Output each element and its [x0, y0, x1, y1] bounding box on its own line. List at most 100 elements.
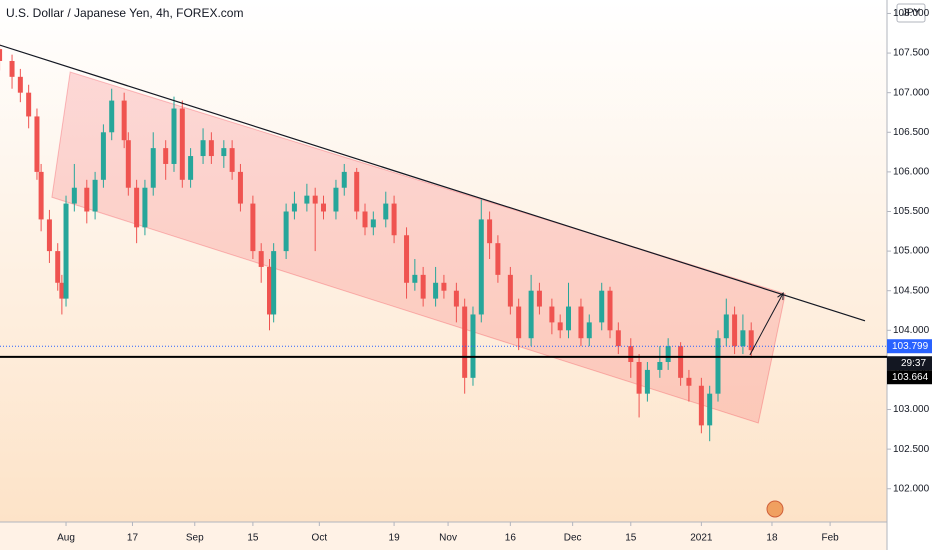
candle-body	[615, 330, 621, 347]
candle-body	[163, 148, 169, 164]
candle-body	[441, 282, 447, 291]
x-tick-label: 2021	[690, 533, 713, 544]
candle-body	[125, 140, 131, 188]
candle-body	[557, 322, 563, 331]
candle-body	[528, 290, 534, 339]
candle-body	[698, 385, 704, 426]
candle-body	[740, 330, 746, 347]
x-tick-label: Dec	[564, 533, 582, 544]
y-tick-label: 102.500	[893, 444, 930, 455]
currency-box[interactable]	[896, 3, 926, 23]
level-label: 103.664	[892, 372, 929, 383]
x-tick-label: 19	[389, 533, 401, 544]
candle-body	[470, 314, 476, 378]
x-tick-label: 15	[247, 533, 259, 544]
last-price-box	[887, 339, 932, 354]
candle-body	[404, 235, 410, 283]
candle-body	[34, 116, 40, 172]
candle-body	[200, 140, 206, 157]
x-tick-label: Nov	[439, 533, 457, 544]
candle-body	[536, 290, 542, 307]
y-tick-label: 105.000	[893, 246, 930, 257]
candle-body	[109, 100, 115, 133]
candle-body	[283, 211, 289, 252]
candle-body	[665, 346, 671, 362]
countdown-label: 29:37	[901, 358, 926, 369]
y-tick-label: 108.000	[893, 8, 930, 19]
candle-body	[391, 203, 397, 236]
candle-body	[715, 338, 721, 394]
candle-body	[341, 171, 347, 188]
candle-body	[55, 251, 61, 283]
candle-body	[304, 195, 310, 204]
candle-body	[208, 140, 214, 157]
candle-body	[516, 306, 522, 339]
arrow-head	[777, 292, 784, 301]
candle-body	[92, 179, 98, 212]
candle-body	[420, 274, 426, 299]
candle-body	[59, 282, 65, 299]
candle-body	[267, 266, 273, 315]
candle-body	[644, 369, 650, 394]
candle-body	[250, 203, 256, 252]
candle-body	[26, 92, 32, 117]
x-tick-label: 18	[766, 533, 778, 544]
candle-body	[748, 330, 754, 351]
candle-body	[678, 346, 684, 378]
x-tick-label: 17	[127, 533, 139, 544]
candle-body	[599, 290, 605, 323]
candle-body	[237, 171, 243, 204]
candle-body	[507, 274, 513, 307]
candle-body	[134, 187, 140, 228]
candle-body	[100, 132, 106, 180]
candle-body	[142, 187, 148, 228]
y-tick-label: 102.000	[893, 483, 930, 494]
candle-body	[84, 187, 90, 212]
candle-body	[179, 108, 185, 180]
y-tick-label: 104.500	[893, 285, 930, 296]
candle-body	[121, 100, 127, 141]
candle-body	[271, 251, 277, 315]
y-tick-label: 107.000	[893, 87, 930, 98]
candle-body	[188, 156, 194, 180]
candle-body	[171, 108, 177, 164]
candle-body	[412, 274, 418, 283]
y-tick-label: 104.000	[893, 325, 930, 336]
candle-body	[628, 346, 634, 362]
arrow	[749, 292, 784, 356]
x-tick-label: Oct	[312, 533, 328, 544]
candle-body	[707, 393, 713, 426]
candle-body	[71, 187, 77, 204]
candle-body	[383, 203, 389, 220]
candle-body	[453, 290, 459, 307]
candle-body	[17, 76, 23, 93]
last-price-label: 103.799	[892, 341, 929, 352]
x-tick-label: Aug	[57, 533, 75, 544]
candle-body	[565, 306, 571, 331]
y-tick-label: 105.500	[893, 206, 930, 217]
candle-body	[433, 282, 439, 299]
x-tick-label: 16	[505, 533, 517, 544]
candle-body	[586, 322, 592, 339]
candle-body	[495, 243, 501, 275]
trendline	[0, 44, 866, 322]
candle-body	[9, 60, 15, 77]
y-tick-label: 106.500	[893, 127, 930, 138]
currency-label[interactable]: JPY	[902, 8, 921, 19]
candle-body	[549, 306, 555, 323]
candle-body	[686, 377, 692, 386]
level-box	[887, 370, 932, 385]
candle-body	[291, 203, 297, 212]
candle-body	[607, 290, 613, 331]
candle-body	[312, 195, 318, 204]
candle-body	[333, 187, 339, 212]
y-tick-label: 107.500	[893, 48, 930, 59]
candle-body	[478, 219, 484, 315]
candle-body	[0, 49, 3, 61]
channel	[51, 71, 786, 424]
candle-body	[354, 171, 360, 212]
countdown-box	[887, 356, 932, 371]
watermark-icon	[766, 500, 784, 518]
